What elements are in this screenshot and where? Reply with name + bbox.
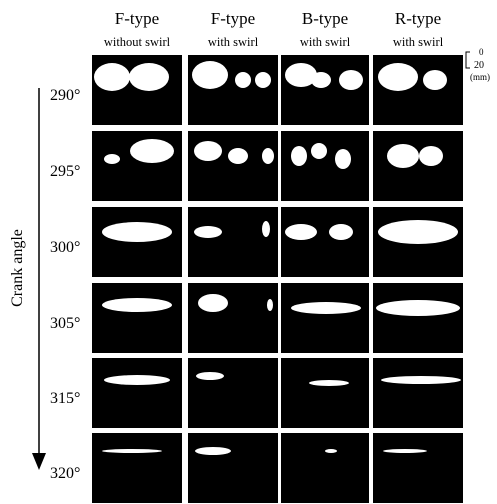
flame-region [194, 226, 222, 238]
row-label: 290° [50, 87, 80, 104]
flame-region [378, 63, 418, 91]
row-label: 320° [50, 465, 80, 482]
scale-bar [465, 51, 470, 69]
flame-region [291, 302, 361, 314]
flame-region [228, 148, 248, 164]
image-cell [281, 433, 369, 503]
flame-region [381, 376, 461, 384]
image-cell [188, 358, 278, 428]
flame-region [104, 154, 120, 164]
image-cell [188, 207, 278, 277]
image-cell [188, 433, 278, 503]
column-title: F-type [211, 9, 255, 28]
flame-region [329, 224, 353, 240]
row-label: 300° [50, 239, 80, 256]
column-subtitle: with swirl [393, 35, 444, 49]
row-label: 295° [50, 163, 80, 180]
column-title: F-type [115, 9, 159, 28]
flame-region [285, 224, 317, 240]
flame-region [376, 300, 460, 316]
column-subtitle: without swirl [104, 35, 171, 49]
column-subtitle: with swirl [208, 35, 259, 49]
image-cell [92, 358, 182, 428]
flame-region [423, 70, 447, 90]
image-cell [92, 131, 182, 201]
scale-unit: (mm) [470, 72, 490, 82]
flame-region [104, 375, 170, 385]
image-cell [373, 433, 463, 503]
image-cell [188, 283, 278, 353]
scale-label: 0 [479, 47, 484, 57]
flame-region [194, 141, 222, 161]
flame-region [335, 149, 351, 169]
axis-label: Crank angle [9, 229, 26, 307]
image-cell [373, 131, 463, 201]
image-cell [281, 358, 369, 428]
flame-region [339, 70, 363, 90]
flame-region [255, 72, 271, 88]
image-cell [281, 283, 369, 353]
flame-region [129, 63, 169, 91]
image-cell [373, 55, 463, 125]
flame-region [419, 146, 443, 166]
flame-region [325, 449, 337, 453]
flame-region [102, 449, 162, 453]
scale-label: 20 [474, 60, 484, 71]
flame-region [378, 220, 458, 244]
arrow-head [32, 453, 46, 470]
flame-region [309, 380, 349, 386]
flame-region [383, 449, 427, 453]
row-label: 305° [50, 315, 80, 332]
flame-region [285, 63, 317, 87]
column-title: B-type [302, 9, 348, 28]
flame-region [311, 72, 331, 88]
image-cell [92, 433, 182, 503]
image-cell [373, 283, 463, 353]
flame-region [291, 146, 307, 166]
image-cell [188, 131, 278, 201]
flame-region [267, 299, 273, 311]
flame-region [262, 221, 270, 237]
image-cell [281, 207, 369, 277]
flame-region [102, 222, 172, 242]
flame-region [235, 72, 251, 88]
flame-region [196, 372, 224, 380]
flame-region [195, 447, 231, 455]
flame-region [192, 61, 228, 89]
image-cell [373, 358, 463, 428]
flame-region [102, 298, 172, 312]
row-label: 315° [50, 390, 80, 407]
flame-region [311, 143, 327, 159]
flame-region [130, 139, 174, 163]
flame-region [262, 148, 274, 164]
column-title: R-type [395, 9, 441, 28]
flame-region [387, 144, 419, 168]
flame-region [198, 294, 228, 312]
flame-region [94, 63, 130, 91]
image-cell [92, 283, 182, 353]
image-cell [281, 131, 369, 201]
column-subtitle: with swirl [300, 35, 351, 49]
